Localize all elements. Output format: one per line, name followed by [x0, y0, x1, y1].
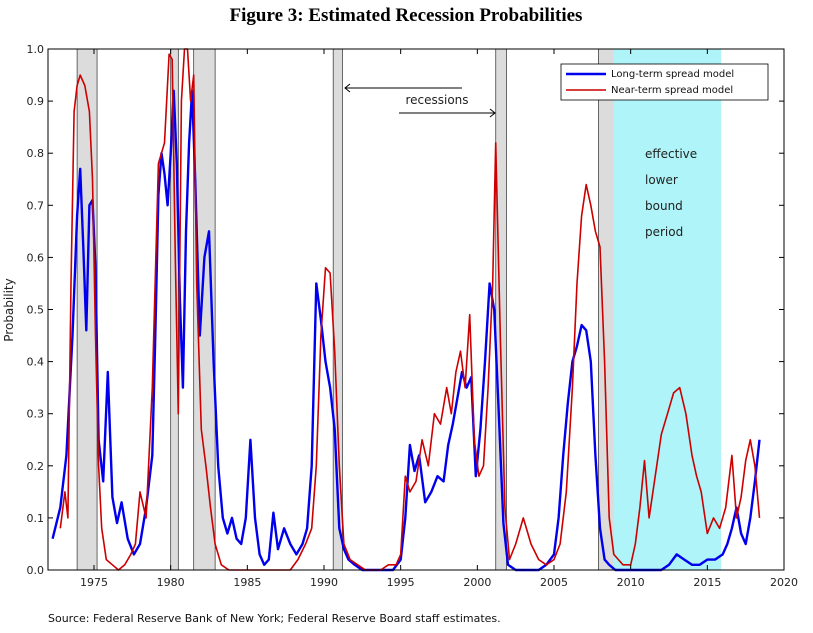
y-axis-ticks: 0.0 0.1 0.2 0.3 0.4 0.5 0.6 0.7 0.8 0.9 1.0 — [27, 43, 784, 577]
y-tick-label: 0.9 — [27, 95, 45, 108]
arrow-head-left — [344, 83, 351, 93]
legend-box — [560, 63, 769, 101]
recessions-label: recessions — [405, 93, 468, 107]
elb-label-line-2: lower — [645, 173, 678, 187]
y-tick-label: 0.8 — [27, 147, 45, 160]
x-tick-label: 1975 — [80, 576, 108, 589]
elb-band — [613, 49, 722, 570]
arrow-head-right — [489, 108, 496, 118]
y-axis-label: Probability — [2, 278, 16, 341]
recession-shading — [76, 48, 624, 571]
y-tick-label: 0.5 — [27, 304, 45, 317]
x-tick-label: 1990 — [310, 576, 338, 589]
y-tick-label: 0.4 — [27, 356, 45, 369]
recessions-annotation: recessions — [344, 83, 496, 118]
y-tick-label: 0.1 — [27, 512, 45, 525]
x-tick-label: 2015 — [693, 576, 721, 589]
source-note: Source: Federal Reserve Bank of New York… — [48, 612, 501, 625]
elb-label-line-4: period — [645, 225, 683, 239]
x-tick-label: 1995 — [387, 576, 415, 589]
y-tick-label: 0.7 — [27, 199, 45, 212]
x-tick-label: 1985 — [233, 576, 261, 589]
elb-label-line-1: effective — [645, 147, 697, 161]
elb-label-line-3: bound — [645, 199, 683, 213]
y-tick-label: 1.0 — [27, 43, 45, 56]
y-tick-label: 0.3 — [27, 408, 45, 421]
series-line-long-term — [51, 89, 761, 572]
elb-annotation: effective lower bound period — [645, 147, 697, 239]
legend-label-near-term: Near-term spread model — [611, 85, 733, 96]
legend: Long-term spread model Near-term spread … — [560, 63, 769, 101]
y-tick-label: 0.0 — [27, 564, 45, 577]
series-line-near-term — [59, 48, 761, 571]
y-tick-label: 0.2 — [27, 460, 45, 473]
x-tick-label: 1980 — [157, 576, 185, 589]
x-tick-label: 2020 — [770, 576, 798, 589]
x-tick-label: 2000 — [463, 576, 491, 589]
x-axis-ticks: 1975 1980 1985 1990 1995 2000 2005 2010 2015 2020 — [80, 49, 798, 589]
y-tick-label: 0.6 — [27, 251, 45, 264]
legend-label-long-term: Long-term spread model — [611, 69, 734, 80]
x-tick-label: 2010 — [617, 576, 645, 589]
series-layer — [51, 48, 761, 572]
x-tick-label: 2005 — [540, 576, 568, 589]
elb-period-shading — [613, 49, 722, 570]
chart-title: Figure 3: Estimated Recession Probabilit… — [230, 5, 583, 26]
